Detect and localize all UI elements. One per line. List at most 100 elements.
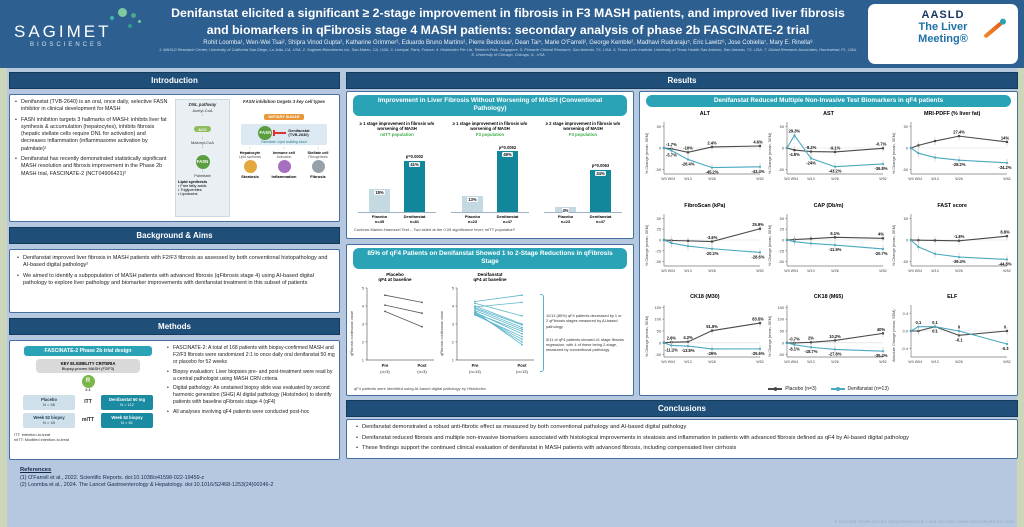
data-point-label: -0.7% (876, 142, 887, 147)
svg-text:W0: W0 (661, 177, 666, 181)
svg-text:150: 150 (778, 305, 785, 310)
references-block: References (1) O'Farrell et al., 2022. S… (20, 467, 273, 488)
cell-icon (277, 159, 291, 173)
svg-text:W0: W0 (785, 269, 790, 273)
fasn-inhibition-diagram: FASN inhibition targets 3 key cell types… (233, 99, 335, 217)
data-point-label: -8.2% (806, 145, 817, 150)
svg-text:-50: -50 (903, 259, 909, 264)
data-point-label: 4.6% (753, 140, 763, 145)
svg-text:W52: W52 (880, 360, 887, 364)
legend-item-placebo: Placebo (n=3) (768, 386, 817, 392)
placebo-bar: 18% (369, 189, 390, 212)
svg-text:2: 2 (452, 340, 455, 345)
nit-chart-body: % Change (mean, SEM) 50 0 -50 W0 W04 W13 W26 W52… (890, 209, 1014, 281)
data-point-label: 27.4% (953, 130, 965, 135)
data-point-label: 2.4% (707, 141, 717, 146)
aasld-logo-name: AASLD (921, 9, 965, 21)
nit-chart-alt: ALT % Change (mean, SEM) 50 0 -50 W0 W04 W13 W26… (643, 110, 767, 202)
references-heading: References (20, 467, 52, 473)
svg-text:W0: W0 (785, 360, 790, 364)
svg-text:W13: W13 (684, 360, 691, 364)
nit-chart-title: CK18 (M30) (690, 294, 720, 301)
svg-text:W0: W0 (908, 360, 913, 364)
svg-text:(n=13): (n=13) (516, 369, 528, 374)
arrow-down-icon: ↓ (201, 112, 204, 117)
svg-text:W13: W13 (808, 177, 815, 181)
svg-text:150: 150 (654, 305, 661, 310)
denifanstat-arm-box: Denifanstat 50 mg N = 112 (101, 395, 153, 410)
nit-chart-body: % Change (mean, SEM) 50 0 -50 W0 W04 W13 W26 W52… (890, 117, 1014, 189)
data-point-label: 4.2% (683, 336, 693, 341)
denifanstat-label: Denifanstat (TVB-2640) (288, 127, 310, 137)
svg-text:25: 25 (780, 227, 784, 232)
data-point-label: 2% (809, 336, 815, 341)
svg-text:50: 50 (780, 124, 785, 129)
svg-text:Post: Post (517, 363, 527, 368)
svg-text:5: 5 (452, 286, 455, 291)
qf4-panel: 85% of qF4 Patients on Denifanstat Showe… (346, 244, 634, 396)
svg-text:Pre: Pre (382, 363, 389, 368)
nit-chart-body: % Change (mean, SEM) 50 0 -50 W0 W04 W13 W26 W52… (767, 117, 891, 189)
authors-line: Rohit Loomba¹, Wen-Wei Tsai², Shipra Vin… (203, 40, 813, 47)
bar-chart-1: ≥ 1 stage improvement in fibrosis w/o wo… (352, 121, 442, 225)
sagimet-logo: SAGIMET BIOSCIENCES (0, 0, 158, 68)
svg-text:W52: W52 (756, 360, 763, 364)
arrow-down-icon: ↓ (201, 144, 204, 149)
bar-chart-title: ≥ 2 stage improvement in fibrosis w/o wo… (545, 120, 621, 131)
denifanstat-x-label: Denifanstat n=47 (496, 214, 519, 225)
denifanstat-bar: p=0.0002 41% (404, 154, 425, 212)
svg-text:W26: W26 (708, 177, 715, 181)
svg-text:-50: -50 (655, 353, 661, 358)
data-point-label: -39.4% (953, 259, 966, 264)
population-label: mITT population (380, 131, 414, 137)
nit-chart-title: CK18 (M65) (813, 294, 844, 301)
svg-text:W13: W13 (808, 269, 815, 273)
placebo-bar: 4% (555, 206, 576, 213)
aasld-logo-meeting: The Liver Meeting® (918, 21, 968, 45)
fasn-node: FASN (258, 126, 273, 140)
data-point-label: -43.2% (829, 169, 842, 174)
data-point-label: 10.2% (830, 334, 842, 339)
bar-chart-plot: 13% p=0.0052 49% (451, 139, 529, 213)
annotation-text: 11/13 (85%) qF4 patients decreased by 1 … (546, 313, 622, 329)
bar-chart-plot: 4% p=0.0063 34% (544, 139, 622, 213)
data-point-label: -27.8% (829, 352, 842, 357)
svg-text:W52: W52 (756, 177, 763, 181)
data-point-label: -1.7% (666, 142, 677, 147)
svg-text:W26: W26 (832, 177, 839, 181)
nit-chart-ck18-m65: CK18 (M65)% Change (mean, SEM) 150 100 50 0-… (767, 293, 891, 385)
y-axis-label: % Change (mean, SEM) (892, 132, 897, 174)
nit-chart-fibroscan: FibroScan (kPa) % Change (mean, SEM) 50 25 0… (643, 202, 767, 294)
data-point-label: -20.2% (705, 251, 718, 256)
bullet-item: These findings support the continued cli… (355, 445, 1009, 453)
bullet-item: FASN inhibition targets 3 hallmarks of M… (14, 117, 172, 153)
svg-text:50: 50 (904, 124, 909, 129)
arrow-down-icon: ↓ (248, 145, 252, 150)
denifanstat-bar: p=0.0063 34% (590, 163, 611, 212)
svg-text:0.0: 0.0 (903, 329, 909, 334)
randomization-node: R (81, 375, 95, 388)
y-axis-label: qFibrosis continuous value (440, 311, 444, 357)
svg-text:W13: W13 (684, 177, 691, 181)
data-point-label: -0.1 (956, 338, 964, 343)
svg-text:0: 0 (659, 341, 662, 346)
svg-text:W26: W26 (955, 177, 962, 181)
conventional-pathology-panel: Improvement in Liver Fibrosis Without Wo… (346, 91, 634, 239)
svg-text:W26: W26 (832, 360, 839, 364)
svg-text:W04: W04 (668, 360, 675, 364)
data-point-label: -44.8% (999, 261, 1012, 266)
svg-text:W13: W13 (931, 177, 938, 181)
bullet-item: We aimed to identify a subpopulation of … (16, 273, 333, 288)
trial-design-flowchart: FASCINATE-2 Phase 2b trial design KEY EL… (14, 345, 162, 455)
bracket-icon (540, 293, 544, 372)
denifanstat-spaghetti-plot: Denifanstat qF4 at baseline qFibrosis cont… (440, 272, 540, 384)
denifanstat-bar: p=0.0052 49% (497, 145, 518, 212)
cell-type-steatosis: ↓ Hepatocyte Lipid synthesis Steatosis (234, 145, 267, 178)
bullet-item: Denifanstat demonstrated a robust anti-f… (355, 424, 1009, 432)
svg-text:Pre: Pre (472, 363, 479, 368)
cell-function: Activation (276, 154, 292, 159)
conclusions-header: Conclusions (346, 400, 1018, 417)
data-point-label: -26% (707, 351, 717, 356)
